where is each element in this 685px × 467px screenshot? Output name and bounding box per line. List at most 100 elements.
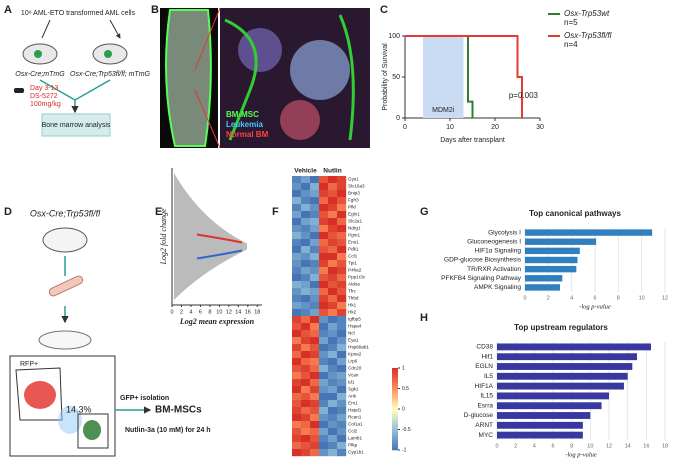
heat-cell (301, 295, 311, 303)
x-tick-label: 4 (570, 295, 573, 301)
heat-cell (310, 260, 320, 268)
heat-cell (337, 351, 347, 359)
category-label: Esrra (477, 402, 493, 409)
heat-cell (337, 183, 347, 191)
colorbar-step (392, 392, 398, 395)
colorbar-step (392, 409, 398, 412)
heat-cell (319, 267, 329, 275)
heat-cell (337, 365, 347, 373)
colorbar-step (392, 398, 398, 402)
row-label: Tfrc (348, 289, 357, 294)
y-axis-label: Probability of Survival (382, 43, 389, 111)
colorbar-step (392, 413, 398, 416)
heat-cell (319, 197, 329, 205)
x-tick-label: 8 (570, 443, 573, 449)
colorbar-step (392, 374, 398, 377)
row-label: Eya1 (348, 338, 359, 343)
heat-cell (292, 260, 302, 268)
tumor-icon (104, 50, 112, 58)
heat-cell (301, 337, 311, 345)
row-label: Gys1 (348, 177, 359, 182)
colorbar-step (392, 447, 398, 451)
row-label: Ccl2 (348, 429, 358, 434)
heat-cell (301, 218, 311, 226)
heat-cell (337, 211, 347, 219)
heat-cell (292, 393, 302, 401)
heat-cell (337, 407, 347, 415)
panel-label: H (420, 312, 428, 324)
heat-cell (292, 407, 302, 415)
row-label: Pfkp (348, 443, 358, 448)
heat-cell (328, 260, 338, 268)
x-tick-label: 10 (587, 443, 593, 449)
colorbar-step (392, 390, 398, 393)
heat-cell (310, 302, 320, 310)
heat-cell (337, 435, 347, 443)
row-label: Igfbp5 (348, 317, 361, 322)
heat-cell (319, 407, 329, 415)
row-label: Tpi1 (348, 261, 357, 266)
colorbar-step (392, 368, 398, 371)
heat-cell (292, 428, 302, 436)
x-axis-label: -log p-value (579, 303, 611, 310)
dish-icon (38, 330, 92, 350)
heat-cell (328, 428, 338, 436)
x-tick-label: 10 (216, 309, 222, 315)
row-label: Col1a1 (348, 422, 363, 427)
msc-stain (224, 14, 355, 141)
heat-cell (337, 337, 347, 345)
heat-cell (337, 204, 347, 212)
colorbar-step (392, 378, 398, 381)
colorbar-step (392, 388, 398, 391)
heat-cell (301, 211, 311, 219)
heat-cell (319, 246, 329, 254)
heat-cell (337, 253, 347, 261)
colorbar-step (392, 402, 398, 406)
heat-cell (328, 225, 338, 233)
heat-cell (319, 239, 329, 247)
population (83, 420, 101, 440)
heat-cell (319, 323, 329, 331)
heat-cell (310, 358, 320, 366)
heat-cell (301, 330, 311, 338)
heat-cell (328, 239, 338, 247)
bar (525, 238, 597, 245)
cell-cluster (280, 100, 320, 140)
colorbar-step (392, 370, 398, 373)
colorbar-step (392, 443, 398, 447)
heat-cell (310, 421, 320, 429)
heat-cell (292, 211, 302, 219)
legend-text: Normal BM (226, 130, 269, 139)
heat-cell (310, 239, 320, 247)
heat-cell (292, 218, 302, 226)
heat-cell (328, 442, 338, 450)
treatment-text: 100mg/kg (30, 101, 61, 108)
heat-cell (310, 442, 320, 450)
row-label: Lamb1 (348, 436, 362, 441)
heat-cell (328, 274, 338, 282)
heat-cell (292, 358, 302, 366)
heat-cell (301, 246, 311, 254)
colorbar-step (392, 441, 398, 445)
heat-cell (292, 253, 302, 261)
heat-cell (328, 218, 338, 226)
heat-cell (337, 372, 347, 380)
heat-cell (337, 400, 347, 408)
category-label: EGLN (475, 363, 493, 370)
heat-cell (301, 351, 311, 359)
category-label: HIF1α Signaling (475, 248, 522, 255)
bar (497, 402, 602, 410)
colorbar-step (392, 419, 398, 422)
x-tick-label: 2 (514, 443, 517, 449)
x-axis-label: -log p-value (565, 451, 597, 458)
heat-cell (328, 400, 338, 408)
x-tick-label: 30 (536, 124, 544, 131)
heat-cell (292, 449, 302, 457)
colorbar-step (392, 431, 398, 434)
x-tick-label: 2 (180, 309, 183, 315)
heat-cell (310, 316, 320, 324)
heat-cell (310, 218, 320, 226)
heat-cell (337, 323, 347, 331)
heat-cell (319, 428, 329, 436)
chart-title: Top canonical pathways (529, 209, 621, 218)
